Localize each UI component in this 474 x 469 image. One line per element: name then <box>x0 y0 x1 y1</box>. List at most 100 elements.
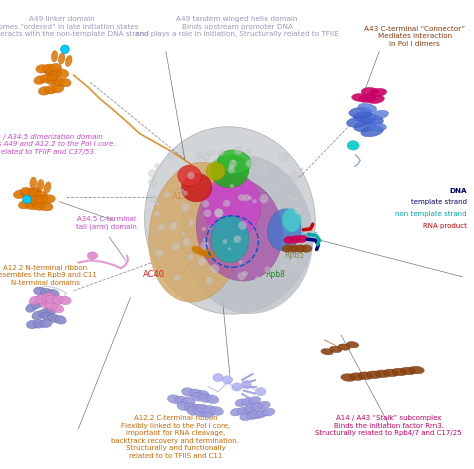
Ellipse shape <box>56 69 69 78</box>
Text: template strand: template strand <box>411 199 467 205</box>
Text: RNA product: RNA product <box>423 223 467 229</box>
Ellipse shape <box>38 309 50 318</box>
Circle shape <box>23 195 31 204</box>
Ellipse shape <box>232 383 242 391</box>
Ellipse shape <box>184 403 197 412</box>
Ellipse shape <box>182 388 195 396</box>
Ellipse shape <box>47 289 59 298</box>
Circle shape <box>187 254 194 260</box>
Ellipse shape <box>321 348 333 355</box>
Ellipse shape <box>290 236 301 243</box>
Ellipse shape <box>255 387 266 396</box>
Circle shape <box>155 211 160 217</box>
Circle shape <box>229 160 237 167</box>
Ellipse shape <box>346 341 359 348</box>
Circle shape <box>201 227 206 231</box>
Ellipse shape <box>347 141 359 150</box>
Ellipse shape <box>218 150 251 174</box>
Ellipse shape <box>244 406 256 414</box>
Ellipse shape <box>149 162 245 302</box>
Ellipse shape <box>401 367 416 375</box>
Ellipse shape <box>167 395 181 403</box>
Ellipse shape <box>370 110 389 120</box>
Text: A49 linker domain
Becomes “ordered” in late initiation states
and interacts with: A49 linker domain Becomes “ordered” in l… <box>0 16 149 38</box>
Ellipse shape <box>246 412 259 419</box>
Circle shape <box>175 199 178 203</box>
Ellipse shape <box>28 189 41 198</box>
Circle shape <box>148 178 156 187</box>
Ellipse shape <box>27 320 39 329</box>
Circle shape <box>61 45 69 53</box>
Ellipse shape <box>58 53 65 64</box>
Ellipse shape <box>38 87 51 95</box>
Ellipse shape <box>338 344 350 350</box>
Ellipse shape <box>33 197 46 205</box>
Circle shape <box>228 166 235 174</box>
Ellipse shape <box>87 252 98 259</box>
Text: A49 tandem winged helix domain
Binds upstream promoter DNA
and plays a role in i: A49 tandem winged helix domain Binds ups… <box>135 16 339 38</box>
Ellipse shape <box>204 174 261 239</box>
Ellipse shape <box>358 103 377 113</box>
Circle shape <box>155 249 164 258</box>
Ellipse shape <box>13 190 27 198</box>
Ellipse shape <box>203 405 216 414</box>
Circle shape <box>247 150 251 154</box>
Ellipse shape <box>301 245 312 252</box>
Ellipse shape <box>26 303 37 312</box>
Circle shape <box>295 207 299 211</box>
Ellipse shape <box>282 209 301 232</box>
Circle shape <box>180 189 184 193</box>
Ellipse shape <box>346 117 369 127</box>
Circle shape <box>210 264 219 273</box>
Ellipse shape <box>35 196 48 204</box>
Ellipse shape <box>39 299 51 308</box>
Circle shape <box>270 163 273 167</box>
Circle shape <box>278 174 283 178</box>
Circle shape <box>277 184 281 187</box>
Text: AC40: AC40 <box>143 270 165 279</box>
Circle shape <box>232 159 235 163</box>
Circle shape <box>230 184 234 188</box>
Circle shape <box>173 274 181 281</box>
Ellipse shape <box>34 76 46 84</box>
Ellipse shape <box>52 295 64 304</box>
Ellipse shape <box>34 287 46 295</box>
Circle shape <box>300 168 303 171</box>
Ellipse shape <box>40 288 53 297</box>
Circle shape <box>260 163 269 172</box>
Ellipse shape <box>18 200 31 209</box>
Ellipse shape <box>251 402 264 410</box>
Ellipse shape <box>192 246 203 254</box>
Ellipse shape <box>196 390 209 399</box>
Ellipse shape <box>349 373 365 380</box>
Ellipse shape <box>26 198 38 207</box>
Ellipse shape <box>178 165 201 187</box>
Ellipse shape <box>409 366 424 374</box>
Circle shape <box>292 196 298 202</box>
Circle shape <box>156 202 160 206</box>
Ellipse shape <box>37 180 44 191</box>
Ellipse shape <box>258 401 270 409</box>
Ellipse shape <box>46 302 57 310</box>
Ellipse shape <box>28 187 41 196</box>
Ellipse shape <box>191 393 204 401</box>
Text: A12.2 C-terminal ribbon
Flexibly linked to the Pol I core,
important for RNA cle: A12.2 C-terminal ribbon Flexibly linked … <box>111 415 239 459</box>
Circle shape <box>285 175 289 179</box>
Circle shape <box>214 209 224 218</box>
Ellipse shape <box>29 296 41 305</box>
Ellipse shape <box>37 296 49 306</box>
Circle shape <box>202 200 209 208</box>
Ellipse shape <box>296 235 308 242</box>
Ellipse shape <box>21 189 34 197</box>
Ellipse shape <box>36 295 48 303</box>
Ellipse shape <box>222 376 233 384</box>
Ellipse shape <box>47 72 59 81</box>
Ellipse shape <box>65 55 72 67</box>
Ellipse shape <box>32 311 44 320</box>
Circle shape <box>208 150 214 156</box>
Circle shape <box>163 191 170 198</box>
Ellipse shape <box>263 408 275 416</box>
Ellipse shape <box>294 245 306 252</box>
Ellipse shape <box>235 399 247 407</box>
Ellipse shape <box>361 88 378 96</box>
